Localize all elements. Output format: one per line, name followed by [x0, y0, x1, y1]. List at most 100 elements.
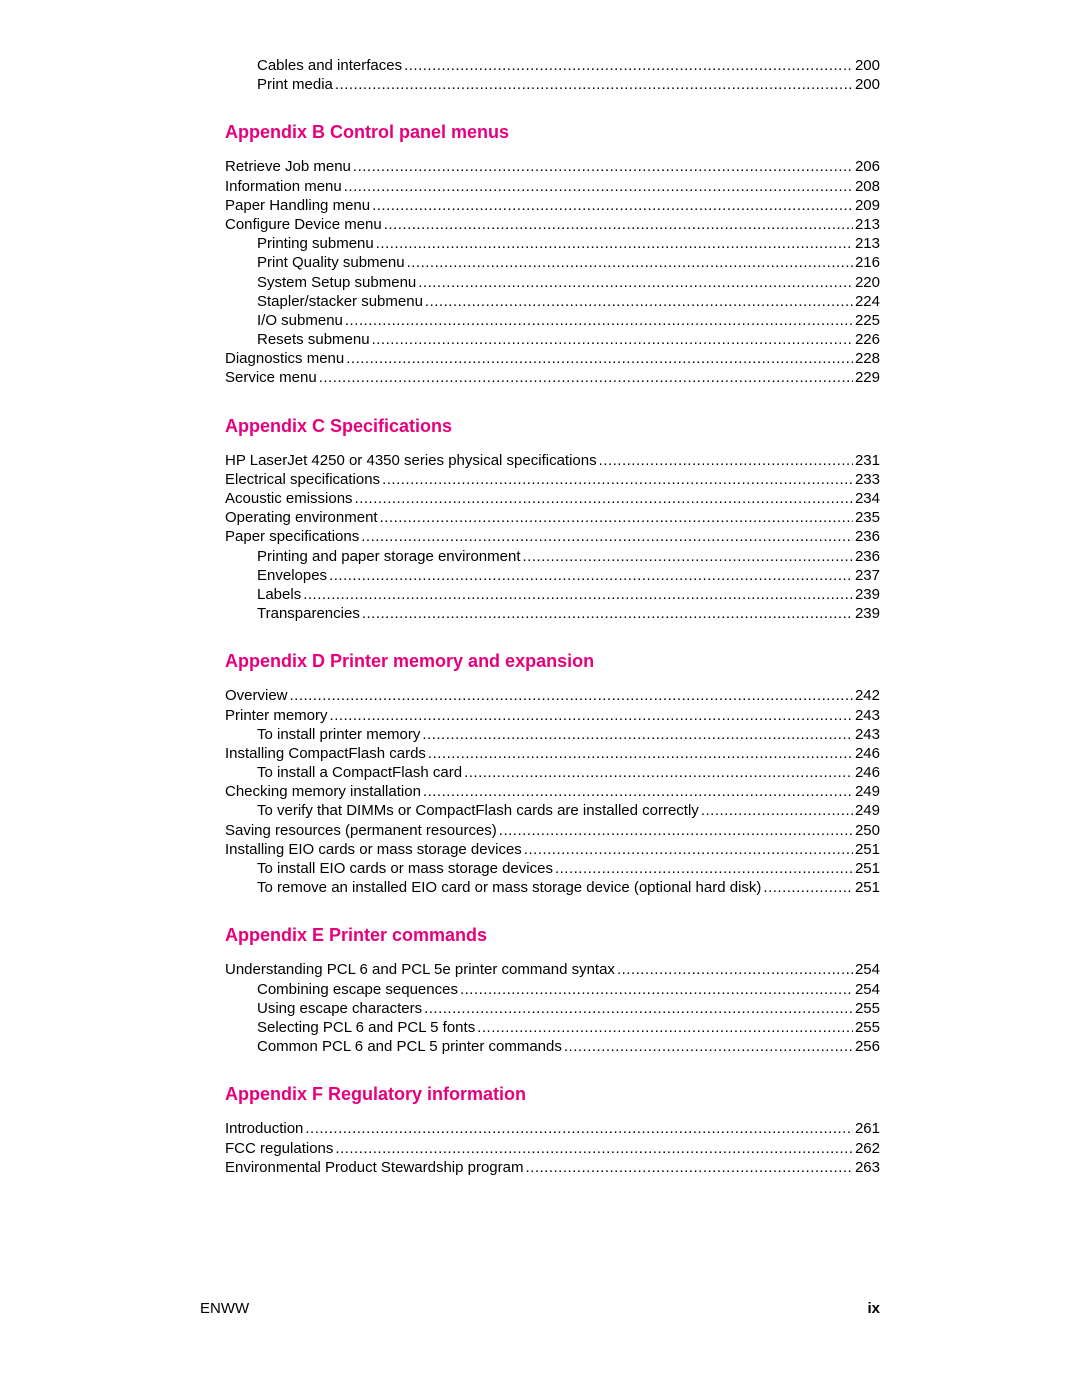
toc-entry-label: Selecting PCL 6 and PCL 5 fonts [257, 1018, 475, 1037]
toc-entry-label: Acoustic emissions [225, 489, 353, 508]
toc-entry: Introduction 261 [225, 1119, 880, 1138]
toc-entry: Selecting PCL 6 and PCL 5 fonts 255 [225, 1018, 880, 1037]
section-heading: Appendix C Specifications [225, 416, 880, 437]
toc-entry-page: 251 [855, 859, 880, 878]
toc-entry-page: 255 [855, 999, 880, 1018]
leader-dots [763, 878, 853, 897]
toc-entry-page: 225 [855, 311, 880, 330]
toc-entry: Paper specifications 236 [225, 527, 880, 546]
leader-dots [303, 585, 853, 604]
section-heading: Appendix B Control panel menus [225, 122, 880, 143]
footer-left: ENWW [200, 1300, 249, 1317]
toc-entry-label: Information menu [225, 177, 342, 196]
toc-entry: FCC regulations 262 [225, 1139, 880, 1158]
toc-section: Appendix D Printer memory and expansionO… [225, 651, 880, 897]
toc-entry-page: 236 [855, 547, 880, 566]
toc-entry-page: 234 [855, 489, 880, 508]
toc-entry-page: 237 [855, 566, 880, 585]
toc-entry: I/O submenu 225 [225, 311, 880, 330]
leader-dots [477, 1018, 853, 1037]
toc-entry-page: 263 [855, 1158, 880, 1177]
toc-section: Appendix E Printer commandsUnderstanding… [225, 925, 880, 1056]
toc-entry-page: 246 [855, 763, 880, 782]
leader-dots [418, 273, 853, 292]
leader-dots [499, 821, 853, 840]
toc-entry: Using escape characters 255 [225, 999, 880, 1018]
toc-entry-page: 261 [855, 1119, 880, 1138]
toc-entry-label: Transparencies [257, 604, 360, 623]
toc-entry-label: Cables and interfaces [257, 56, 402, 75]
toc-entry-page: 216 [855, 253, 880, 272]
leader-dots [424, 999, 853, 1018]
toc-entry: Information menu 208 [225, 177, 880, 196]
section-heading: Appendix F Regulatory information [225, 1084, 880, 1105]
toc-entry: Transparencies 239 [225, 604, 880, 623]
leader-dots [464, 763, 853, 782]
footer-right: ix [867, 1300, 880, 1317]
leader-dots [319, 368, 853, 387]
toc-entry-label: Print media [257, 75, 333, 94]
toc-entry-label: I/O submenu [257, 311, 343, 330]
leader-dots [555, 859, 853, 878]
toc-entry-label: Installing CompactFlash cards [225, 744, 426, 763]
toc-entry: Envelopes 237 [225, 566, 880, 585]
toc-entry-label: Overview [225, 686, 288, 705]
toc-entry: Understanding PCL 6 and PCL 5e printer c… [225, 960, 880, 979]
toc-sections: Appendix B Control panel menusRetrieve J… [225, 122, 880, 1177]
toc-entry-page: 206 [855, 157, 880, 176]
toc-entry-label: Operating environment [225, 508, 378, 527]
toc-entry-page: 200 [855, 56, 880, 75]
toc-entry-page: 226 [855, 330, 880, 349]
leader-dots [372, 330, 853, 349]
toc-entry-label: Printer memory [225, 706, 328, 725]
leader-dots [384, 215, 853, 234]
toc-entry-page: 243 [855, 706, 880, 725]
toc-entry-page: 224 [855, 292, 880, 311]
toc-entry-page: 262 [855, 1139, 880, 1158]
leader-dots [523, 547, 853, 566]
toc-entry-page: 239 [855, 604, 880, 623]
leader-dots [344, 177, 853, 196]
toc-entry: Stapler/stacker submenu 224 [225, 292, 880, 311]
toc-entry-label: Using escape characters [257, 999, 422, 1018]
toc-entry-label: Common PCL 6 and PCL 5 printer commands [257, 1037, 562, 1056]
toc-entry: Paper Handling menu 209 [225, 196, 880, 215]
toc-entry: Service menu 229 [225, 368, 880, 387]
toc-section: Appendix B Control panel menusRetrieve J… [225, 122, 880, 387]
leader-dots [305, 1119, 853, 1138]
leader-dots [353, 157, 853, 176]
toc-entry-page: 236 [855, 527, 880, 546]
toc-entry: Electrical specifications 233 [225, 470, 880, 489]
toc-entry: Printing submenu 213 [225, 234, 880, 253]
toc-entry-label: Printing and paper storage environment [257, 547, 521, 566]
toc-entry: Print Quality submenu 216 [225, 253, 880, 272]
toc-entry-page: 246 [855, 744, 880, 763]
toc-entry-page: 251 [855, 878, 880, 897]
toc-entry-page: 255 [855, 1018, 880, 1037]
leader-dots [372, 196, 853, 215]
toc-entry: Printer memory 243 [225, 706, 880, 725]
toc-entry-label: To verify that DIMMs or CompactFlash car… [257, 801, 699, 820]
toc-entry-label: Paper Handling menu [225, 196, 370, 215]
toc-entry-page: 213 [855, 215, 880, 234]
toc-entry: To install a CompactFlash card 246 [225, 763, 880, 782]
toc-entry-page: 213 [855, 234, 880, 253]
toc-entry: Installing CompactFlash cards 246 [225, 744, 880, 763]
leader-dots [423, 782, 853, 801]
toc-entry-page: 251 [855, 840, 880, 859]
toc-entry-page: 250 [855, 821, 880, 840]
leader-dots [422, 725, 853, 744]
toc-entry-label: Diagnostics menu [225, 349, 344, 368]
toc-entry-label: Stapler/stacker submenu [257, 292, 423, 311]
leader-dots [701, 801, 853, 820]
toc-entry: Labels 239 [225, 585, 880, 604]
leader-dots [355, 489, 853, 508]
leader-dots [329, 566, 853, 585]
toc-entry-page: 256 [855, 1037, 880, 1056]
leader-dots [361, 527, 853, 546]
toc-entry-label: HP LaserJet 4250 or 4350 series physical… [225, 451, 597, 470]
leader-dots [428, 744, 853, 763]
toc-entry-page: 249 [855, 782, 880, 801]
toc-entry-label: Understanding PCL 6 and PCL 5e printer c… [225, 960, 615, 979]
toc-entry: Operating environment 235 [225, 508, 880, 527]
